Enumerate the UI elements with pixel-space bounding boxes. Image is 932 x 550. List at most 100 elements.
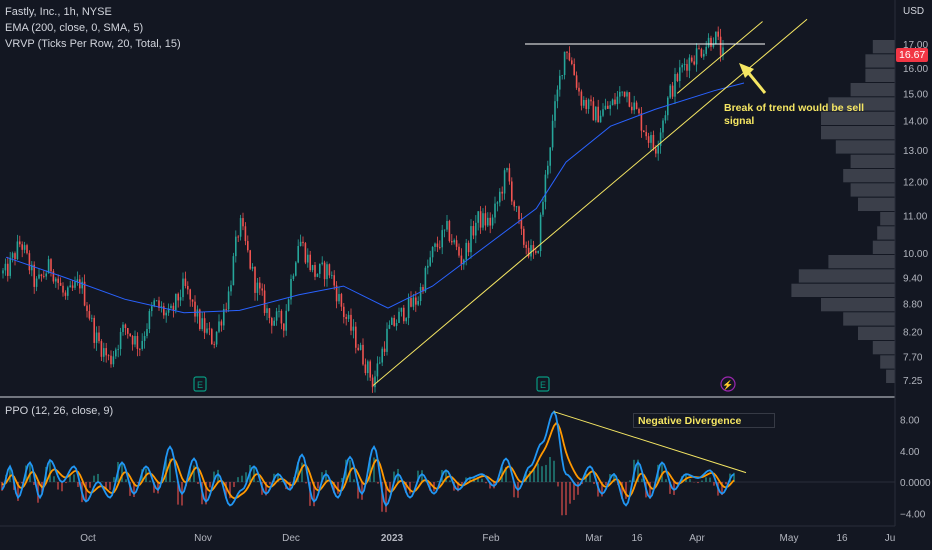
volume-profile-bar	[821, 298, 895, 312]
price-tick-label: 15.00	[903, 89, 928, 100]
candle-body	[669, 85, 671, 98]
ppo-tick-label: 4.00	[900, 447, 920, 458]
candle-body	[508, 168, 511, 182]
ppo-histogram-bar	[649, 482, 651, 499]
candle-body	[285, 310, 287, 331]
candle-body	[451, 241, 453, 243]
ppo-histogram-bar	[561, 482, 563, 516]
candle-body	[686, 64, 688, 71]
candle-body	[496, 202, 499, 204]
candle-body	[590, 99, 592, 102]
split-marker-circle	[720, 376, 736, 392]
candle-body	[184, 278, 187, 286]
candle-body	[362, 344, 364, 365]
ppo-tick-label: −4.00	[900, 509, 926, 520]
candle-body	[400, 307, 403, 312]
sell-signal-annotation: Break of trend would be sell signal	[724, 102, 864, 128]
candle-body	[249, 250, 251, 269]
candle-body	[148, 311, 151, 329]
support-trendline	[372, 18, 808, 386]
volume-profile-bar	[872, 341, 895, 355]
split-event-marker[interactable]: ⚡	[720, 376, 736, 392]
candle-body	[194, 301, 196, 317]
ppo-legend[interactable]: PPO (12, 26, close, 9)	[5, 405, 114, 417]
candle-body	[14, 253, 16, 260]
candle-body	[278, 310, 280, 312]
ppo-histogram-bar	[233, 482, 235, 488]
candle-body	[703, 53, 705, 57]
ppo-histogram-bar	[165, 458, 167, 482]
ppo-histogram-bar	[49, 461, 51, 482]
candle-body	[59, 282, 62, 286]
last-price-badge: 16.67	[896, 48, 929, 62]
ppo-histogram-bar	[449, 480, 451, 482]
ppo-signal-line	[1, 422, 735, 500]
ppo-histogram-bar	[109, 482, 111, 490]
volume-profile-bar	[880, 355, 895, 369]
candle-body	[657, 145, 659, 154]
candle-body	[136, 336, 139, 349]
ppo-histogram-bar	[709, 477, 711, 482]
volume-profile-bar	[880, 212, 895, 226]
candle-body	[587, 99, 590, 109]
candle-body	[283, 323, 285, 331]
candle-body	[436, 243, 439, 248]
ppo-histogram-bar	[317, 482, 319, 489]
ppo-histogram-bar	[721, 482, 723, 496]
price-tick-label: 16.00	[903, 64, 928, 75]
candle-body	[623, 91, 626, 97]
candle-body	[674, 74, 676, 97]
candle-body	[69, 285, 71, 288]
ppo-histogram-bar	[157, 482, 159, 494]
vrvp-legend[interactable]: VRVP (Ticks Per Row, 20, Total, 15)	[5, 38, 181, 50]
candle-body	[134, 336, 136, 345]
candle-body	[472, 226, 475, 236]
ppo-histogram-bar	[629, 480, 631, 482]
event-markers[interactable]: E E ⚡	[193, 376, 736, 392]
candle-body	[28, 253, 31, 271]
ppo-divergence-trendline	[553, 411, 747, 474]
candle-body	[350, 314, 352, 331]
ppo-histogram-bar	[537, 463, 539, 482]
ppo-histogram-bar	[69, 474, 71, 482]
volume-profile-bar	[865, 68, 895, 82]
ppo-histogram-bar	[725, 482, 727, 485]
ppo-histogram-bar	[481, 478, 483, 482]
event-marker-label: E	[540, 380, 546, 390]
candle-body	[599, 115, 602, 123]
ppo-histogram-bar	[485, 482, 487, 484]
candle-body	[182, 278, 184, 298]
ppo-histogram-bar	[9, 467, 11, 482]
candle-body	[79, 279, 81, 289]
symbol-title[interactable]: Fastly, Inc., 1h, NYSE	[5, 6, 112, 18]
candle-body	[479, 211, 482, 228]
candle-body	[290, 278, 292, 300]
candle-body	[585, 99, 587, 109]
candle-body	[443, 229, 446, 231]
event-marker-label: E	[197, 380, 203, 390]
candle-body	[484, 213, 487, 226]
candle-body	[256, 282, 259, 293]
ppo-histogram-bar	[405, 482, 407, 493]
candle-body	[427, 265, 429, 268]
candle-body	[275, 311, 278, 321]
candle-body	[189, 289, 191, 300]
earnings-marker[interactable]: E	[536, 376, 550, 392]
candle-body	[280, 310, 283, 324]
ppo-histogram-bar	[153, 482, 155, 493]
ppo-histogram-bar	[53, 476, 55, 482]
ppo-histogram-bar	[457, 482, 459, 492]
candle-body	[501, 191, 503, 194]
ppo-histogram-bar	[689, 479, 691, 482]
candle-body	[115, 349, 117, 357]
candle-body	[403, 307, 405, 322]
candle-body	[187, 285, 189, 290]
ema-legend[interactable]: EMA (200, close, 0, SMA, 5)	[5, 22, 144, 34]
candle-body	[81, 281, 83, 289]
ppo-histogram-bar	[469, 476, 471, 482]
ppo-histogram-bar	[557, 482, 559, 487]
earnings-marker[interactable]: E	[193, 376, 207, 392]
ppo-histogram-bar	[89, 482, 91, 488]
candle-body	[225, 308, 227, 310]
ppo-histogram-bar	[197, 482, 199, 484]
